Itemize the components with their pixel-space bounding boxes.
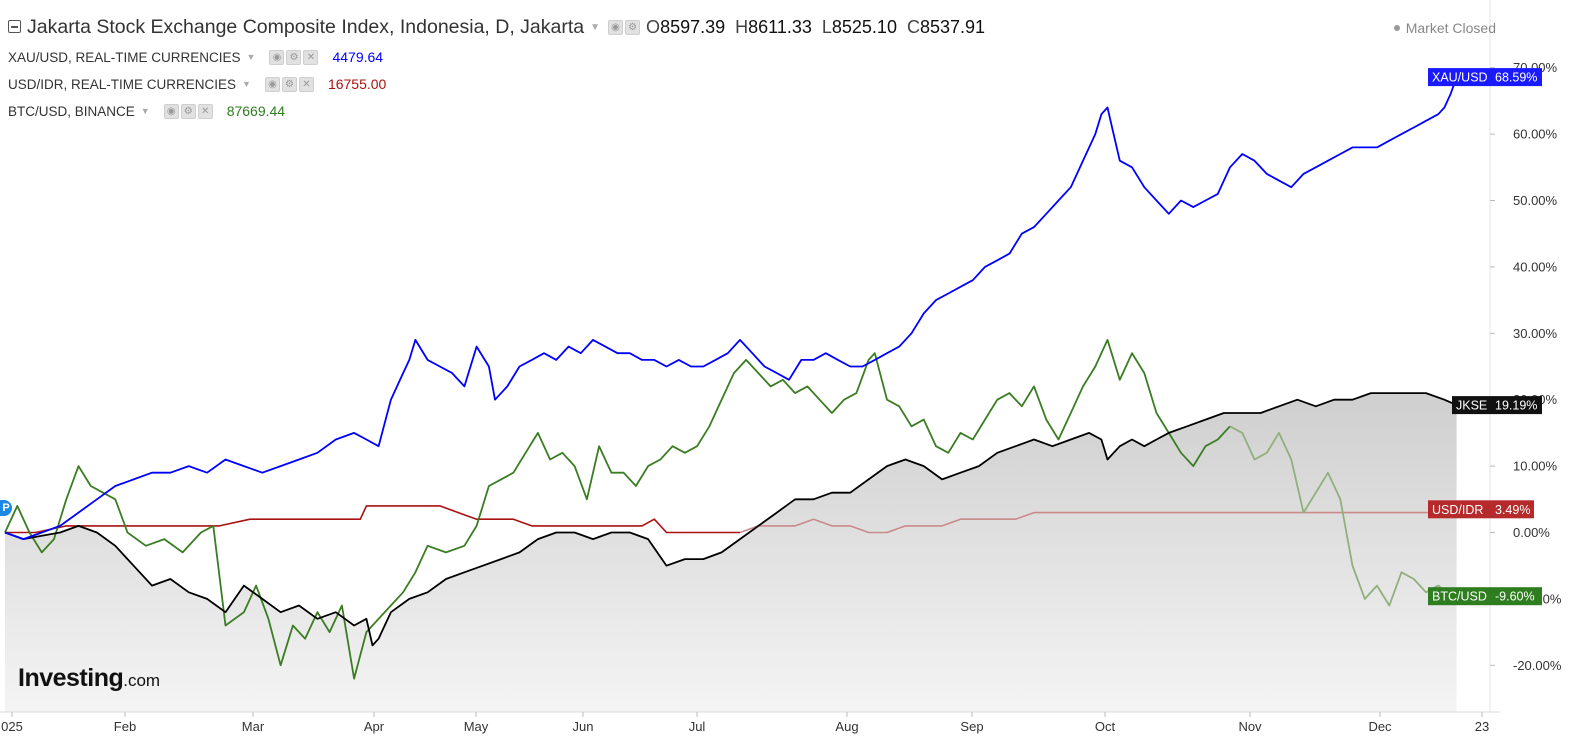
end-label-xauusd[interactable]: XAU/USD 68.59%: [1428, 68, 1542, 87]
x-tick-label: May: [464, 719, 489, 734]
end-label-jkse[interactable]: JKSE 19.19%: [1452, 396, 1542, 415]
close-icon[interactable]: ✕: [303, 49, 319, 65]
end-label-name: XAU/USD: [1432, 71, 1488, 85]
x-tick-label: Mar: [242, 719, 265, 734]
x-tick-label: 025: [1, 719, 23, 734]
chart-header: Jakarta Stock Exchange Composite Index, …: [8, 16, 995, 39]
x-axis[interactable]: 025 Feb Mar Apr May Jun Jul Aug Sep Oct Nov Dec 23: [1, 712, 1489, 734]
caret-down-icon[interactable]: ▼: [246, 52, 256, 62]
legend-label: USD/IDR, REAL-TIME CURRENCIES: [8, 76, 237, 92]
x-tick-label: Feb: [114, 719, 136, 734]
y-tick-label: 10.00%: [1513, 459, 1558, 474]
end-label-name: USD/IDR: [1432, 503, 1483, 517]
legend-value: 16755.00: [327, 76, 387, 92]
series-line-jkse[interactable]: [4, 392, 1457, 647]
settings-icon[interactable]: ⚙: [625, 20, 641, 35]
x-tick-label: Aug: [835, 719, 858, 734]
series-line-btcusd-b[interactable]: [1229, 425, 1452, 607]
x-tick-label: Jun: [573, 719, 594, 734]
y-tick-label: 30.00%: [1513, 326, 1558, 341]
caret-down-icon[interactable]: ▼: [590, 22, 601, 33]
event-marker-icon[interactable]: P: [0, 500, 12, 516]
market-status: Market Closed: [1393, 20, 1496, 36]
legend-label: XAU/USD, REAL-TIME CURRENCIES: [8, 49, 241, 65]
caret-down-icon[interactable]: ▼: [242, 79, 251, 89]
legend-value: 87669.44: [226, 103, 286, 119]
x-tick-label: Nov: [1238, 719, 1262, 734]
legend-xauusd[interactable]: XAU/USD, REAL-TIME CURRENCIES ▼ ◉ ⚙ ✕ 44…: [8, 49, 383, 65]
end-label-name: JKSE: [1456, 399, 1487, 413]
end-label-usdidr[interactable]: USD/IDR 3.49%: [1428, 500, 1534, 519]
close-icon[interactable]: ✕: [298, 76, 314, 92]
end-label-value-box: [1490, 500, 1534, 519]
series-line-btcusd-a[interactable]: [4, 339, 1231, 680]
close-icon[interactable]: ✕: [197, 103, 213, 119]
caret-down-icon[interactable]: ▼: [140, 106, 150, 116]
end-label-value: 19.19%: [1495, 399, 1537, 413]
x-tick-label: Oct: [1095, 719, 1116, 734]
y-tick-label: -20.00%: [1513, 658, 1562, 673]
y-tick-label: 60.00%: [1513, 127, 1558, 142]
eye-icon[interactable]: ◉: [163, 103, 179, 119]
x-tick-label: 23: [1475, 719, 1489, 734]
series-line-usdidr-b[interactable]: [739, 508, 1457, 534]
collapse-icon[interactable]: [8, 20, 21, 33]
x-tick-label: Apr: [364, 719, 385, 734]
x-tick-label: Jul: [689, 719, 706, 734]
end-label-value: -9.60%: [1495, 590, 1535, 604]
ohlc-close: C8537.91: [906, 17, 986, 37]
settings-icon[interactable]: ⚙: [180, 103, 196, 119]
end-label-value-box: [1490, 396, 1542, 415]
settings-icon[interactable]: ⚙: [286, 49, 302, 65]
eye-icon[interactable]: ◉: [264, 76, 280, 92]
end-label-name-box: [1428, 500, 1490, 519]
series-line-xauusd[interactable]: [4, 76, 1458, 540]
y-axis[interactable]: 70.00%60.00%50.00%40.00%30.00%20.00%10.0…: [1490, 60, 1562, 673]
y-tick-label: 40.00%: [1513, 259, 1558, 274]
ohlc-high: H8611.33: [735, 17, 812, 37]
jkse-area: [5, 393, 1457, 712]
y-tick-label: 0.00%: [1513, 525, 1550, 540]
series-line-usdidr-a[interactable]: [5, 505, 740, 534]
status-dot-icon: [1393, 25, 1400, 31]
x-tick-label: Sep: [960, 719, 983, 734]
eye-icon[interactable]: ◉: [269, 49, 285, 65]
y-tick-label: 50.00%: [1513, 193, 1558, 208]
end-label-value: 3.49%: [1495, 503, 1530, 517]
end-label-value: 68.59%: [1495, 71, 1537, 85]
chart-title: Jakarta Stock Exchange Composite Index, …: [27, 16, 585, 38]
legend-label: BTC/USD, BINANCE: [8, 103, 135, 119]
end-label-name-box: [1428, 68, 1490, 87]
legend-btcusd[interactable]: BTC/USD, BINANCE ▼ ◉ ⚙ ✕ 87669.44: [8, 103, 285, 119]
end-label-value-box: [1490, 587, 1542, 606]
eye-icon[interactable]: ◉: [608, 20, 624, 35]
ohlc-low: L8525.10: [821, 17, 897, 37]
end-label-value-box: [1490, 68, 1542, 87]
end-label-btcusd[interactable]: BTC/USD -9.60%: [1428, 587, 1542, 606]
investing-logo: Investing.com: [18, 664, 161, 692]
ohlc-open: O8597.39: [646, 17, 726, 37]
end-label-name: BTC/USD: [1432, 590, 1487, 604]
legend-usdidr[interactable]: USD/IDR, REAL-TIME CURRENCIES ▼ ◉ ⚙ ✕ 16…: [8, 76, 386, 92]
end-label-name-box: [1428, 587, 1490, 606]
x-tick-label: Dec: [1368, 719, 1392, 734]
legend-value: 4479.64: [332, 49, 384, 65]
settings-icon[interactable]: ⚙: [281, 76, 297, 92]
end-label-name-box: [1452, 396, 1490, 415]
